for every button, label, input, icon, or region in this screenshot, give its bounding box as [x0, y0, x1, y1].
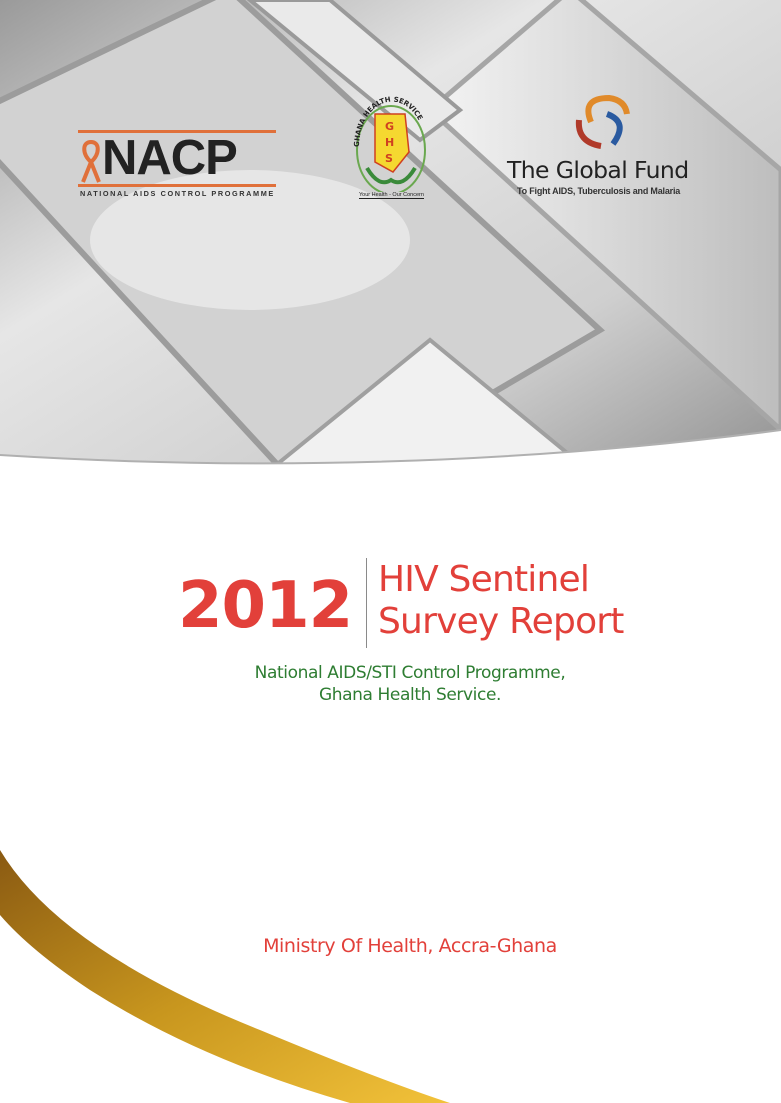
- red-ribbon-icon: [81, 139, 101, 183]
- subtitle-line-1: National AIDS/STI Control Programme,: [254, 663, 566, 683]
- global-fund-subtitle: To Fight AIDS, Tuberculosis and Malaria: [517, 186, 681, 196]
- nacp-logo: NACP NATIONAL AIDS CONTROL PROGRAMME: [78, 130, 276, 202]
- nacp-name: NACP: [102, 131, 238, 185]
- report-title-line-2: Survey Report: [378, 601, 624, 642]
- svg-text:H: H: [385, 136, 394, 149]
- report-title-line-1: HIV Sentinel: [378, 559, 590, 600]
- report-title: HIV Sentinel Survey Report: [378, 559, 624, 643]
- grey-geometric-banner: [0, 0, 781, 464]
- report-year: 2012: [178, 569, 353, 643]
- report-subtitle: National AIDS/STI Control Programme, Gha…: [160, 662, 660, 706]
- global-fund-name: The Global Fund: [507, 156, 689, 184]
- gold-swoosh: [0, 850, 450, 1103]
- global-fund-swirl-icon: [575, 94, 630, 149]
- subtitle-line-2: Ghana Health Service.: [318, 685, 502, 705]
- publisher: Ministry Of Health, Accra-Ghana: [263, 935, 557, 957]
- ghs-logo: GHANA HEALTH SERVICE G H S Your Health -…: [345, 92, 437, 207]
- ghs-tagline: Your Health - Our Concern: [359, 192, 424, 199]
- nacp-subtitle: NATIONAL AIDS CONTROL PROGRAMME: [80, 189, 275, 198]
- svg-text:G: G: [385, 120, 394, 133]
- svg-text:S: S: [385, 152, 393, 165]
- nacp-top-rule: [78, 130, 276, 133]
- title-divider: [366, 558, 367, 648]
- nacp-bottom-rule: [78, 184, 276, 187]
- ghs-emblem-icon: GHANA HEALTH SERVICE G H S: [353, 96, 426, 195]
- global-fund-logo: The Global Fund To Fight AIDS, Tuberculo…: [505, 92, 715, 202]
